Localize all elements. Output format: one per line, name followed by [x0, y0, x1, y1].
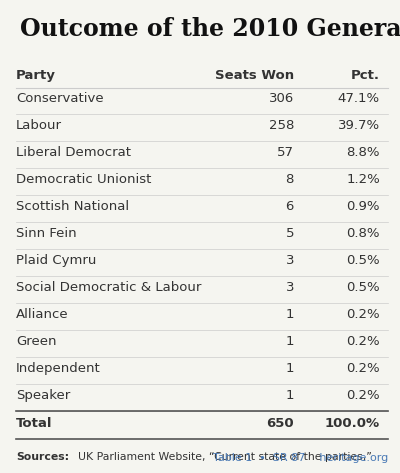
Text: Alliance: Alliance: [16, 308, 69, 321]
Text: 57: 57: [277, 146, 294, 159]
Text: 0.2%: 0.2%: [346, 362, 380, 375]
Text: 8.8%: 8.8%: [346, 146, 380, 159]
Text: Democratic Unionist: Democratic Unionist: [16, 173, 151, 186]
Text: Speaker: Speaker: [16, 389, 70, 402]
Text: Pct.: Pct.: [351, 69, 380, 81]
Text: Labour: Labour: [16, 119, 62, 132]
Text: 5: 5: [286, 227, 294, 240]
Text: 0.2%: 0.2%: [346, 308, 380, 321]
Text: Sinn Fein: Sinn Fein: [16, 227, 77, 240]
Text: Sources:: Sources:: [16, 452, 69, 462]
Text: 0.2%: 0.2%: [346, 389, 380, 402]
Text: 100.0%: 100.0%: [325, 417, 380, 429]
Text: 1: 1: [286, 362, 294, 375]
Text: 306: 306: [269, 92, 294, 105]
Text: Social Democratic & Labour: Social Democratic & Labour: [16, 281, 201, 294]
Text: 8: 8: [286, 173, 294, 186]
Text: 1: 1: [286, 389, 294, 402]
Text: 3: 3: [286, 281, 294, 294]
Text: 1: 1: [286, 308, 294, 321]
Text: 258: 258: [269, 119, 294, 132]
Text: 0.5%: 0.5%: [346, 254, 380, 267]
Text: 47.1%: 47.1%: [338, 92, 380, 105]
Text: Total: Total: [16, 417, 52, 429]
Text: Table 1  •  SR 87    heritage.org: Table 1 • SR 87 heritage.org: [213, 453, 388, 463]
Text: Green: Green: [16, 335, 56, 348]
Text: Seats Won: Seats Won: [215, 69, 294, 81]
Text: Liberal Democrat: Liberal Democrat: [16, 146, 131, 159]
Text: 0.9%: 0.9%: [346, 200, 380, 213]
Text: Plaid Cymru: Plaid Cymru: [16, 254, 96, 267]
Text: 39.7%: 39.7%: [338, 119, 380, 132]
Text: 3: 3: [286, 254, 294, 267]
Text: 1.2%: 1.2%: [346, 173, 380, 186]
Text: Scottish National: Scottish National: [16, 200, 129, 213]
Text: Party: Party: [16, 69, 56, 81]
Text: 650: 650: [266, 417, 294, 429]
Text: 0.5%: 0.5%: [346, 281, 380, 294]
Text: Independent: Independent: [16, 362, 101, 375]
Text: 0.8%: 0.8%: [346, 227, 380, 240]
Text: UK Parliament Website, “Current state of the parties,”: UK Parliament Website, “Current state of…: [78, 452, 372, 462]
Text: Outcome of the 2010 General Election: Outcome of the 2010 General Election: [20, 17, 400, 41]
Text: 0.2%: 0.2%: [346, 335, 380, 348]
Text: 1: 1: [286, 335, 294, 348]
Text: 6: 6: [286, 200, 294, 213]
Text: Conservative: Conservative: [16, 92, 104, 105]
